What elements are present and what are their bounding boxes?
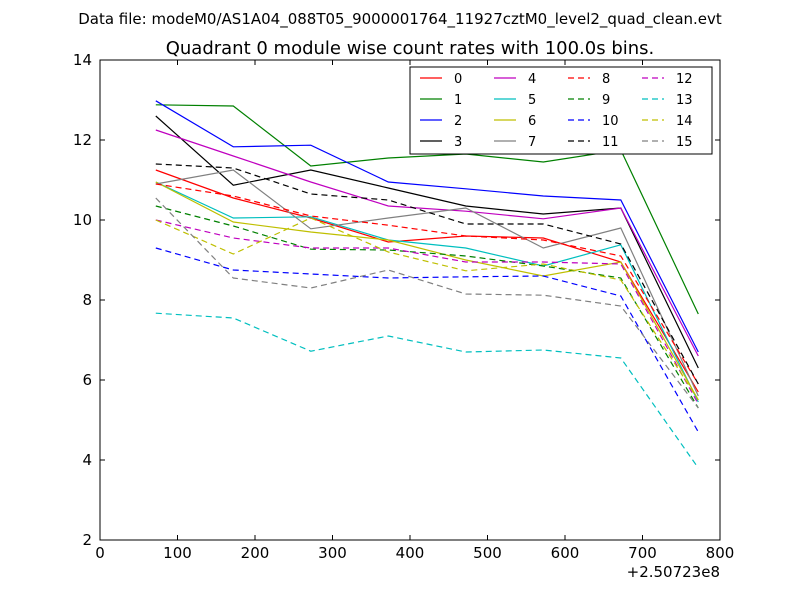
y-tick-label: 14 bbox=[73, 51, 92, 69]
series-layer bbox=[155, 100, 699, 469]
y-tick-label: 12 bbox=[73, 131, 92, 149]
legend-label-15: 15 bbox=[676, 135, 693, 150]
series-line-3 bbox=[155, 115, 699, 369]
y-tick-label: 2 bbox=[82, 531, 92, 549]
series-line-11 bbox=[155, 163, 699, 385]
y-tick-label: 8 bbox=[82, 291, 92, 309]
legend-label-2: 2 bbox=[454, 114, 462, 129]
legend-label-9: 9 bbox=[602, 93, 610, 108]
series-line-4 bbox=[155, 129, 699, 357]
y-tick-label: 6 bbox=[82, 371, 92, 389]
legend-label-14: 14 bbox=[676, 114, 693, 129]
legend-label-0: 0 bbox=[454, 72, 462, 87]
legend-label-8: 8 bbox=[602, 72, 610, 87]
series-line-6 bbox=[155, 181, 699, 401]
x-tick-label: 600 bbox=[551, 544, 580, 562]
legend-label-1: 1 bbox=[454, 93, 462, 108]
legend-frame bbox=[409, 66, 713, 155]
series-line-8 bbox=[155, 183, 699, 385]
legend-label-6: 6 bbox=[528, 114, 536, 129]
x-tick-label: 300 bbox=[318, 544, 347, 562]
x-tick-label: 500 bbox=[473, 544, 502, 562]
legend-label-10: 10 bbox=[602, 114, 619, 129]
series-line-0 bbox=[155, 169, 699, 393]
chart-title: Quadrant 0 module wise count rates with … bbox=[166, 38, 655, 59]
legend-label-4: 4 bbox=[528, 72, 536, 87]
series-line-5 bbox=[155, 181, 699, 403]
series-line-9 bbox=[155, 205, 699, 409]
x-tick-label: 700 bbox=[628, 544, 657, 562]
x-tick-label: 0 bbox=[95, 544, 105, 562]
chart-suptitle: Data file: modeM0/AS1A04_088T05_90000017… bbox=[78, 10, 722, 29]
series-line-12 bbox=[155, 219, 699, 405]
x-tick-label: 400 bbox=[396, 544, 425, 562]
series-line-7 bbox=[155, 169, 699, 397]
y-tick-label: 10 bbox=[73, 211, 92, 229]
series-line-13 bbox=[155, 312, 699, 469]
legend-label-12: 12 bbox=[676, 72, 693, 87]
series-line-14 bbox=[155, 217, 699, 401]
x-tick-label: 200 bbox=[241, 544, 270, 562]
legend-label-5: 5 bbox=[528, 93, 536, 108]
legend-label-7: 7 bbox=[528, 135, 536, 150]
x-tick-label: 800 bbox=[706, 544, 735, 562]
series-line-10 bbox=[155, 247, 699, 433]
y-tick-label: 4 bbox=[82, 451, 92, 469]
legend-label-13: 13 bbox=[676, 93, 693, 108]
series-line-15 bbox=[155, 197, 699, 409]
x-tick-label: 100 bbox=[163, 544, 192, 562]
legend-label-11: 11 bbox=[602, 135, 619, 150]
legend-label-3: 3 bbox=[454, 135, 462, 150]
x-offset-label: +2.50723e8 bbox=[627, 563, 720, 581]
series-line-2 bbox=[155, 100, 699, 353]
